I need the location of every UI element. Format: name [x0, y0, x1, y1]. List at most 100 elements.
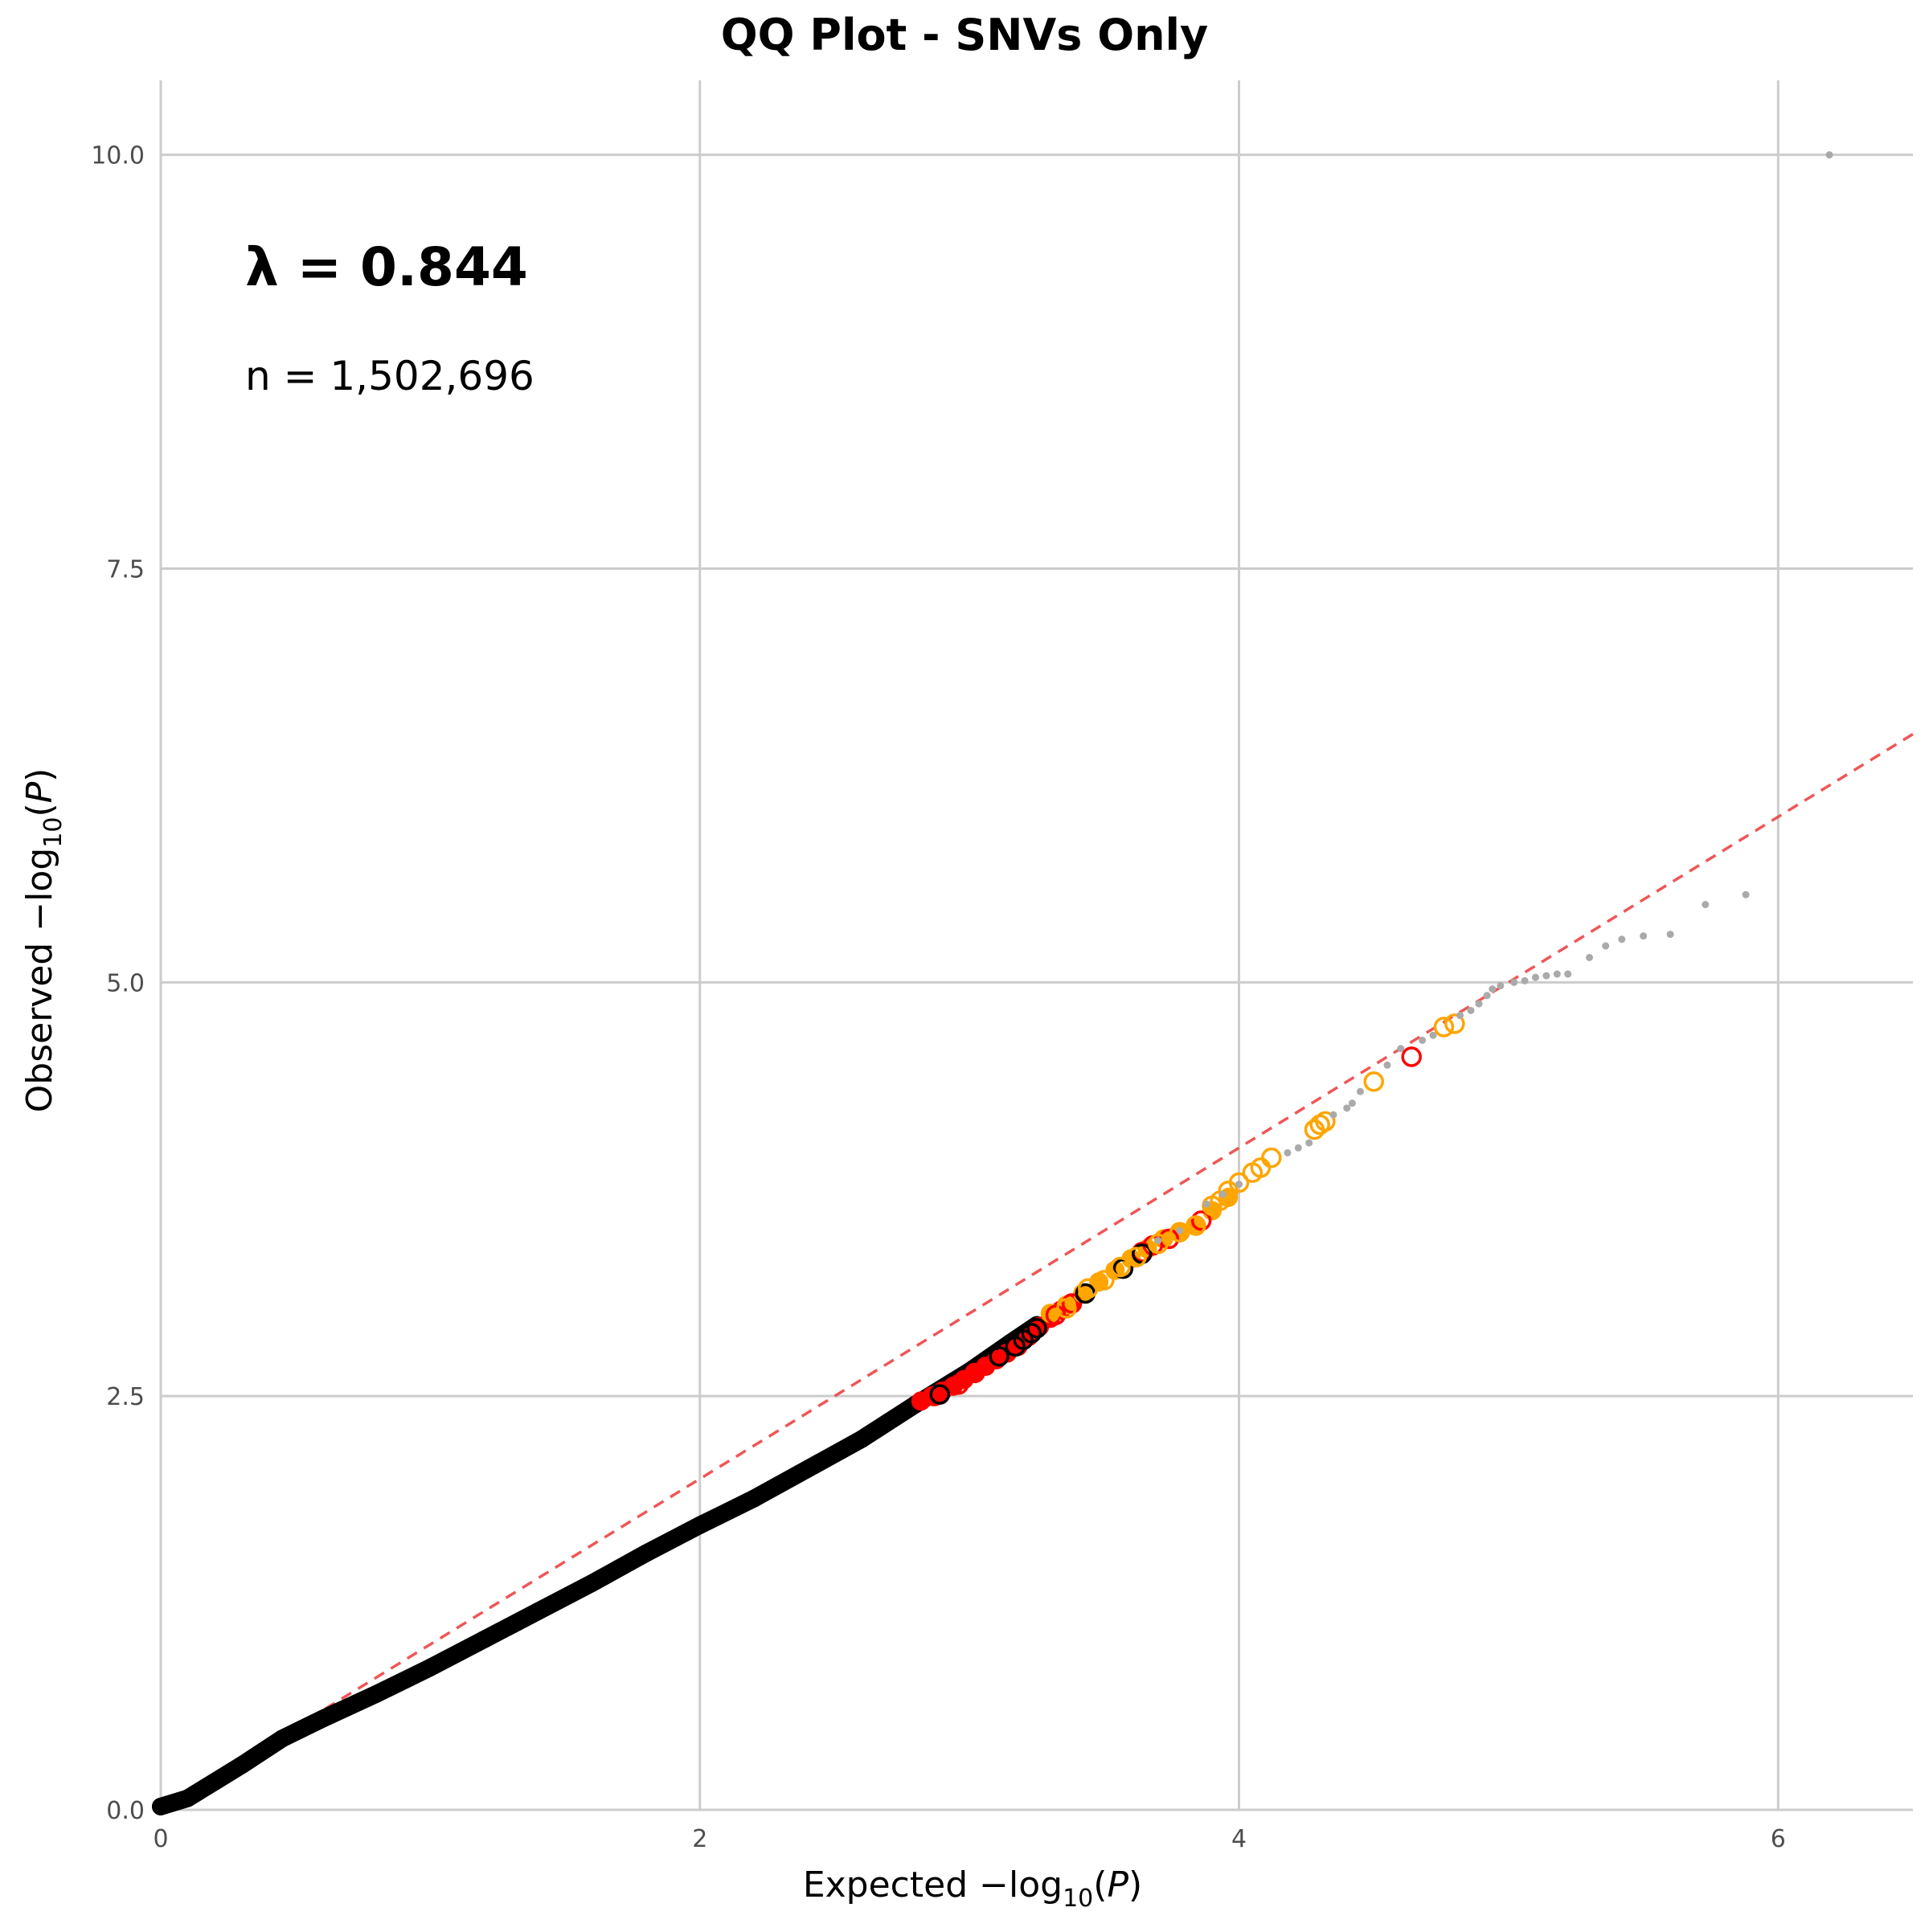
data-point — [1261, 1147, 1282, 1169]
data-point — [313, 1709, 332, 1728]
data-point — [1148, 1233, 1169, 1255]
data-point — [1825, 151, 1833, 159]
data-point — [798, 1459, 817, 1478]
data-point — [1154, 1237, 1162, 1245]
data-point — [1666, 931, 1674, 939]
data-point — [1348, 1099, 1356, 1107]
x-tick-label: 0 — [153, 1825, 168, 1853]
data-point — [1040, 1304, 1060, 1324]
data-point — [206, 1772, 224, 1791]
y-axis-title-variable: P — [19, 781, 60, 803]
x-axis-title-subscript: 10 — [1063, 1885, 1093, 1913]
data-point — [475, 1630, 494, 1648]
data-point — [1021, 1323, 1042, 1344]
reference-line-y-equals-x — [160, 732, 1914, 1811]
data-point — [1202, 1200, 1210, 1208]
data-point — [1521, 976, 1529, 984]
data-point — [1401, 1046, 1422, 1067]
tick-labels: 0 2 4 6 0.0 2.5 5.0 7.5 10.0 — [91, 142, 1786, 1853]
x-axis-title-open-paren: ( — [1093, 1864, 1107, 1905]
data-point — [1305, 1139, 1313, 1147]
data-point — [1315, 1111, 1336, 1132]
data-point — [1429, 1031, 1437, 1039]
data-point — [272, 1729, 291, 1748]
data-point — [583, 1574, 601, 1592]
data-point — [1433, 1017, 1455, 1038]
data-point — [1190, 1210, 1212, 1231]
data-point — [1640, 932, 1648, 940]
reference-line-layer — [160, 732, 1914, 1811]
data-point — [1564, 970, 1572, 978]
y-tick-label: 5.0 — [106, 969, 145, 997]
data-point — [1126, 1246, 1147, 1267]
data-point — [152, 1797, 170, 1815]
data-point — [1586, 953, 1594, 961]
data-point — [1094, 1270, 1115, 1291]
data-point — [964, 1362, 985, 1384]
data-point — [1419, 1036, 1427, 1044]
y-axis-title-prefix: Observed — [19, 931, 60, 1113]
data-point — [1026, 1317, 1047, 1339]
data-point — [1467, 1006, 1475, 1014]
grid — [159, 80, 1913, 1811]
data-point — [421, 1658, 440, 1676]
data-point — [1553, 970, 1561, 978]
data-point — [989, 1345, 1010, 1367]
data-point — [1110, 1256, 1131, 1278]
data-point — [1218, 1190, 1227, 1198]
data-point — [929, 1384, 951, 1405]
x-axis-title-minus: − — [979, 1864, 1009, 1905]
data-point — [637, 1544, 655, 1562]
data-point — [690, 1516, 709, 1534]
x-tick-label: 4 — [1231, 1825, 1247, 1853]
data-point — [1475, 1000, 1483, 1008]
data-point — [1444, 1013, 1465, 1034]
y-axis-title: Observed −log10(P) — [19, 768, 68, 1113]
y-axis-title-subscript: 10 — [39, 817, 68, 848]
data-point — [1356, 1087, 1364, 1095]
data-point — [1186, 1215, 1206, 1236]
y-axis-title-log: log — [19, 848, 60, 902]
data-point — [1542, 972, 1550, 980]
data-point — [1235, 1181, 1243, 1189]
x-axis-title-close-paren: ) — [1128, 1864, 1142, 1905]
data-point — [1294, 1144, 1302, 1152]
points-layer — [152, 151, 1833, 1815]
data-point — [1602, 942, 1610, 950]
x-axis-title-log: log — [1009, 1864, 1063, 1905]
data-point — [1510, 978, 1518, 986]
x-axis-title-prefix: Expected — [803, 1864, 979, 1905]
y-axis-title-open-paren: ( — [19, 803, 60, 817]
y-tick-label: 2.5 — [106, 1383, 145, 1411]
data-point — [1742, 890, 1750, 898]
data-point — [1531, 973, 1539, 981]
y-tick-label: 7.5 — [106, 556, 145, 584]
data-point — [1383, 1061, 1391, 1069]
y-axis-title-minus: − — [19, 902, 60, 931]
sample-size-annotation: n = 1,502,696 — [245, 353, 534, 399]
data-point — [1489, 985, 1497, 993]
data-point — [1618, 935, 1626, 943]
data-point — [232, 1756, 251, 1774]
data-point — [1284, 1148, 1292, 1156]
data-point — [1061, 1293, 1083, 1314]
data-point — [1089, 1272, 1109, 1292]
data-point — [1702, 901, 1710, 909]
y-tick-label: 0.0 — [106, 1797, 145, 1825]
data-point — [1329, 1111, 1337, 1119]
y-tick-label: 10.0 — [91, 142, 145, 170]
y-axis-title-close-paren: ) — [19, 768, 60, 782]
data-point — [1343, 1104, 1351, 1112]
data-point — [1456, 1012, 1464, 1020]
data-point — [1045, 1304, 1067, 1326]
x-axis-title-variable: P — [1107, 1864, 1128, 1905]
data-point — [1121, 1249, 1141, 1269]
data-point — [1228, 1172, 1250, 1193]
lambda-annotation: λ = 0.844 — [245, 236, 528, 298]
data-point — [1077, 1278, 1099, 1300]
data-point — [1497, 981, 1505, 989]
data-point — [1056, 1298, 1077, 1319]
data-point — [1483, 992, 1491, 1000]
